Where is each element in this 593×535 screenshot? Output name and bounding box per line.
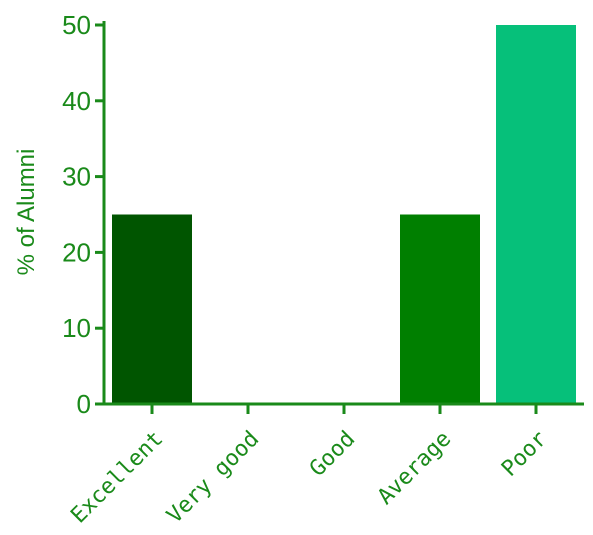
x-tick-label-very-good: Very good [162,427,264,529]
y-tick-label: 20 [62,237,91,267]
x-tick-label-poor: Poor [497,427,552,482]
bar-average [400,214,480,404]
x-tick-label-good: Good [305,427,360,482]
x-tick-label-average: Average [373,427,456,510]
y-tick-label: 30 [62,162,91,192]
y-ticks-group: 0 10 20 30 40 50 [62,10,104,419]
y-tick-label: 50 [62,10,91,40]
x-tick-label-excellent: Excellent [66,427,168,529]
bar-excellent [112,214,192,404]
bar-poor [496,25,576,404]
y-tick-label: 40 [62,86,91,116]
y-tick-label: 0 [77,389,91,419]
bars-group [112,25,576,404]
y-axis-label: % of Alumni [13,149,40,276]
y-tick-label: 10 [62,313,91,343]
